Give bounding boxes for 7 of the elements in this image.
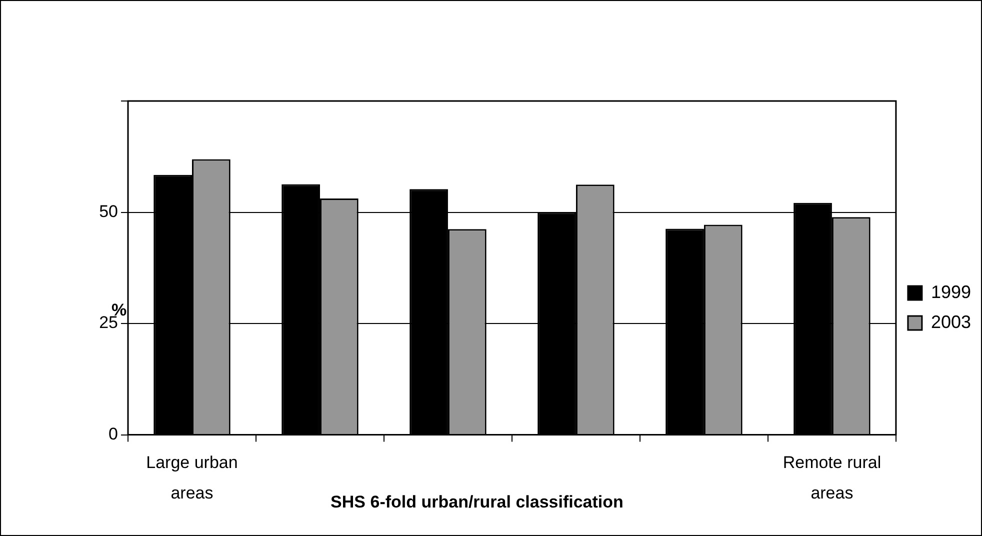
legend-label: 2003 [930, 312, 972, 332]
y-tick-label: 50 [99, 202, 118, 221]
y-tick-label: 0 [108, 424, 118, 444]
legend-label: 1999 [930, 282, 972, 302]
x-tick-label: Remote rural areas [782, 452, 882, 502]
x-axis-title: SHS 6-fold urban/rural classification [330, 492, 624, 512]
x-tick-label: Large urban areas [146, 452, 238, 502]
